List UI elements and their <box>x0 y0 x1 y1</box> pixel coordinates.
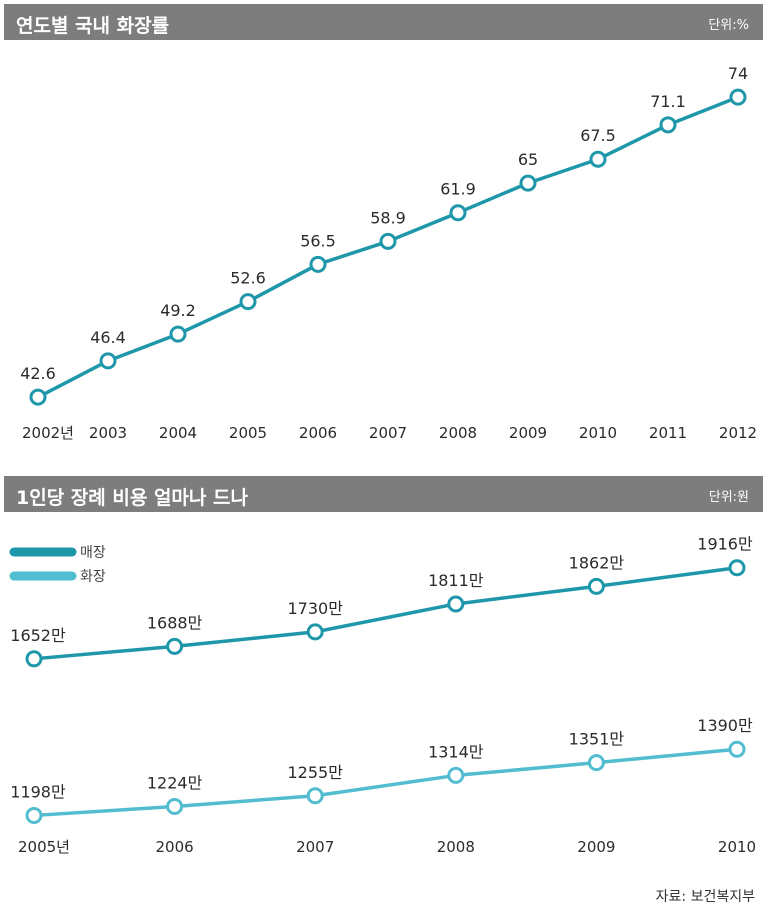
chart1-point-2006 <box>309 255 327 273</box>
chart2-x-tick-2010: 2010 <box>718 838 756 856</box>
chart2-point-화장-2005년 <box>25 806 43 824</box>
chart2-x-tick-2007: 2007 <box>296 838 334 856</box>
chart2-series-line-화장 <box>33 747 738 818</box>
chart2-point-화장-2006 <box>166 797 184 815</box>
chart1-x-tick-2003: 2003 <box>89 424 127 442</box>
chart1-point-2004 <box>169 325 187 343</box>
chart1-point-2009 <box>519 174 537 192</box>
chart2-point-매장-2005년 <box>25 650 43 668</box>
source-note: 자료: 보건복지부 <box>655 889 755 905</box>
chart1-x-tick-2005: 2005 <box>229 424 267 442</box>
chart2-x-tick-2008: 2008 <box>437 838 475 856</box>
chart2-point-화장-2009 <box>587 754 605 772</box>
chart1-point-2007 <box>379 232 397 250</box>
chart1-data-label-2004: 49.2 <box>160 301 196 320</box>
chart1-x-tick-2012: 2012 <box>719 424 757 442</box>
chart1-x-tick-2002년: 2002년 <box>22 424 74 442</box>
chart2-data-label-화장-2010: 1390만 <box>697 716 753 735</box>
chart1-header: 연도별 국내 화장률 단위:% <box>4 4 763 40</box>
chart1-x-tick-2004: 2004 <box>159 424 197 442</box>
chart2-data-label-매장-2006: 1688만 <box>147 613 203 632</box>
chart2-point-매장-2006 <box>166 637 184 655</box>
chart1-x-tick-2008: 2008 <box>439 424 477 442</box>
chart1-data-label-2010: 67.5 <box>580 126 616 145</box>
chart2-x-tick-2006: 2006 <box>156 838 194 856</box>
legend-label-화장: 화장 <box>80 569 106 585</box>
chart2-data-label-매장-2008: 1811만 <box>428 571 484 590</box>
chart1-x-tick-2006: 2006 <box>299 424 337 442</box>
chart2-point-매장-2008 <box>447 595 465 613</box>
chart2-data-label-매장-2005년: 1652만 <box>10 626 66 645</box>
chart1-data-label-2009: 65 <box>518 150 538 169</box>
chart1-point-2003 <box>99 352 117 370</box>
chart2-x-tick-2009: 2009 <box>577 838 615 856</box>
chart1-x-tick-2007: 2007 <box>369 424 407 442</box>
chart2-data-label-화장-2007: 1255만 <box>287 763 343 782</box>
chart1-data-label-2006: 56.5 <box>300 231 336 250</box>
chart2-series-line-매장 <box>33 565 738 661</box>
chart2-header: 1인당 장례 비용 얼마나 드나 단위:원 <box>4 476 763 512</box>
chart1-point-2011 <box>659 116 677 134</box>
chart2-point-매장-2007 <box>306 623 324 641</box>
chart1-data-label-2008: 61.9 <box>440 180 476 199</box>
chart1-x-tick-2010: 2010 <box>579 424 617 442</box>
chart2-x-tick-2005년: 2005년 <box>18 838 70 856</box>
chart1-point-2010 <box>589 150 607 168</box>
legend-label-매장: 매장 <box>80 545 106 561</box>
chart1-data-label-2005: 52.6 <box>230 269 266 288</box>
chart2-data-label-매장-2007: 1730만 <box>287 599 343 618</box>
chart2-data-label-화장-2005년: 1198만 <box>10 782 66 801</box>
chart2-data-label-매장-2010: 1916만 <box>697 535 753 554</box>
chart2-data-label-화장-2006: 1224만 <box>147 773 203 792</box>
chart1-data-label-2002년: 42.6 <box>20 364 56 383</box>
chart2-point-화장-2008 <box>447 766 465 784</box>
chart1-point-2002년 <box>29 388 47 406</box>
chart1-point-2012 <box>729 88 747 106</box>
chart1-data-label-2012: 74 <box>728 64 748 83</box>
chart2-point-화장-2010 <box>728 740 746 758</box>
chart1-data-label-2007: 58.9 <box>370 208 406 227</box>
chart1-title: 연도별 국내 화장률 <box>16 15 170 37</box>
chart2-title: 1인당 장례 비용 얼마나 드나 <box>16 487 248 509</box>
chart2-point-화장-2007 <box>306 787 324 805</box>
chart2-point-매장-2010 <box>728 559 746 577</box>
chart1-point-2008 <box>449 204 467 222</box>
chart1-x-tick-2011: 2011 <box>649 424 687 442</box>
chart1-data-label-2011: 71.1 <box>650 92 686 111</box>
chart2-data-label-화장-2009: 1351만 <box>569 730 625 749</box>
chart2-data-label-매장-2009: 1862만 <box>569 553 625 572</box>
chart2-unit: 단위:원 <box>708 490 749 505</box>
chart2-data-label-화장-2008: 1314만 <box>428 742 484 761</box>
chart1-data-label-2003: 46.4 <box>90 328 126 347</box>
chart1-plot: 42.6 2002년 46.4 2003 49.2 2004 52.6 2005 56.5 200… <box>20 64 757 442</box>
chart2-point-매장-2009 <box>587 577 605 595</box>
chart1-unit: 단위:% <box>708 18 749 33</box>
chart1-x-tick-2009: 2009 <box>509 424 547 442</box>
chart1-point-2005 <box>239 293 257 311</box>
